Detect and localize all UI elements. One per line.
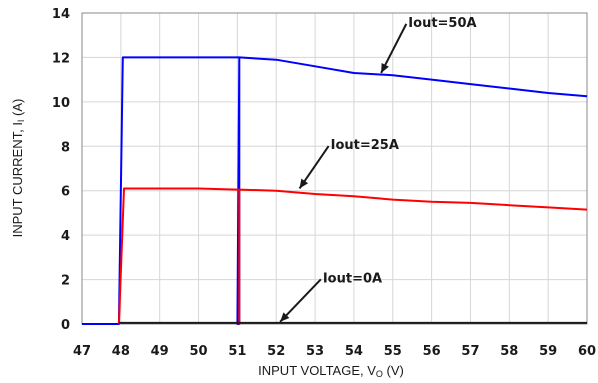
x-tick-label: 50 bbox=[189, 344, 207, 359]
x-tick-label: 60 bbox=[578, 344, 596, 359]
arrow-head bbox=[381, 62, 389, 73]
x-tick-label: 55 bbox=[384, 344, 402, 359]
x-tick-label: 57 bbox=[461, 344, 479, 359]
x-tick-label: 58 bbox=[500, 344, 518, 359]
plot-frame bbox=[81, 12, 588, 325]
x-tick-label: 49 bbox=[151, 344, 169, 359]
x-tick-label: 52 bbox=[267, 344, 285, 359]
x-tick-label: 59 bbox=[539, 344, 557, 359]
y-tick-labels: 0 2 4 6 8 10 12 14 bbox=[52, 7, 70, 333]
x-axis-title: INPUT VOLTAGE, VO (V) bbox=[258, 363, 404, 379]
x-tick-label: 48 bbox=[112, 344, 130, 359]
y-tick-label: 14 bbox=[52, 7, 70, 22]
y-tick-label: 12 bbox=[52, 51, 70, 66]
x-tick-label: 56 bbox=[423, 344, 441, 359]
x-tick-label: 54 bbox=[345, 344, 363, 359]
y-tick-label: 10 bbox=[52, 96, 70, 111]
annotations: Iout=50A Iout=25A Iout=0A bbox=[279, 16, 477, 323]
y-tick-label: 4 bbox=[61, 229, 70, 244]
annotation-arrow bbox=[279, 278, 322, 323]
annotation-arrow bbox=[380, 23, 408, 74]
annotation-label: Iout=50A bbox=[408, 16, 476, 31]
y-axis-title: INPUT CURRENT, II (A) bbox=[10, 99, 26, 238]
series-lines bbox=[82, 56, 588, 325]
arrow-head bbox=[299, 178, 309, 189]
x-tick-label: 47 bbox=[73, 344, 91, 359]
x-tick-labels: 47 48 49 50 51 52 53 54 55 56 57 58 59 60 bbox=[73, 344, 596, 359]
y-tick-label: 2 bbox=[61, 274, 70, 289]
series-line bbox=[117, 187, 588, 325]
y-tick-label: 8 bbox=[61, 140, 70, 155]
annotation-label: Iout=0A bbox=[323, 271, 382, 286]
series-line bbox=[82, 56, 588, 325]
arrow-head bbox=[280, 312, 290, 322]
y-tick-label: 0 bbox=[61, 318, 70, 333]
x-tick-label: 53 bbox=[306, 344, 324, 359]
x-tick-label: 51 bbox=[228, 344, 246, 359]
annotation-label: Iout=25A bbox=[331, 138, 399, 153]
y-tick-label: 6 bbox=[61, 185, 70, 200]
